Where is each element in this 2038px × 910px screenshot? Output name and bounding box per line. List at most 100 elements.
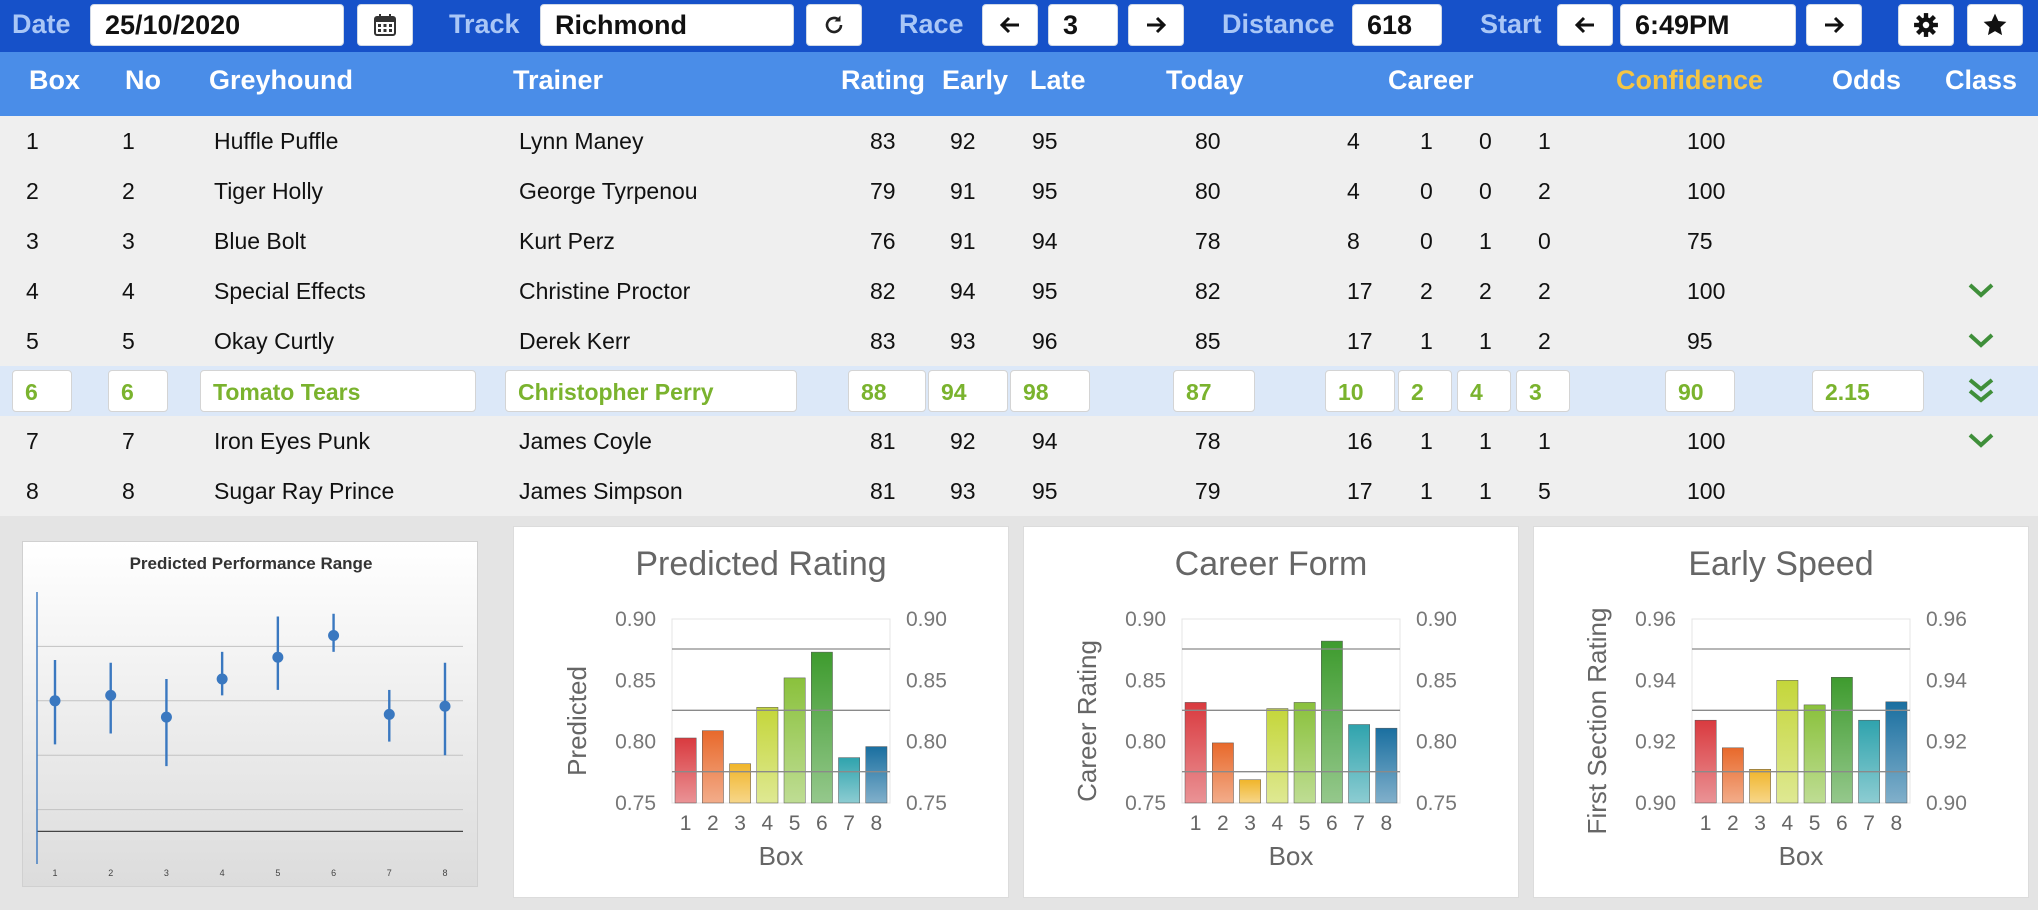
- cell-c1: 4: [1347, 128, 1360, 154]
- runners-table: 1 1 Huffle Puffle Lynn Maney 83 92 95 80 4 1 0 1 100…: [0, 116, 2038, 516]
- cell-no: 7: [122, 428, 135, 454]
- cell-c1: 16: [1347, 428, 1373, 454]
- start-prev-button[interactable]: [1557, 4, 1613, 46]
- bar-3: [1749, 769, 1771, 804]
- x-tick-label: 4: [1782, 812, 1794, 835]
- cell-c2: 0: [1420, 228, 1433, 254]
- cell-c1: 4: [1347, 178, 1360, 204]
- table-row[interactable]: 6 6 Tomato Tears Christopher Perry 88 94 98 87 1…: [0, 366, 2038, 416]
- cell-c4: 2: [1538, 178, 1551, 204]
- y-tick-label-right: 0.85: [906, 669, 947, 692]
- chevron-down-icon: [1968, 333, 1994, 348]
- table-row[interactable]: 7 7 Iron Eyes Punk James Coyle 81 92 94 78 16 1 1 1…: [0, 416, 2038, 466]
- header-no[interactable]: No: [125, 65, 161, 95]
- start-next-button[interactable]: [1806, 4, 1862, 46]
- track-input[interactable]: Richmond: [540, 4, 794, 46]
- cell-c1: 17: [1347, 478, 1373, 504]
- cell-today: 78: [1195, 428, 1221, 454]
- cell-box[interactable]: 6: [12, 370, 72, 412]
- x-tick-label: 5: [789, 812, 801, 835]
- cell-late: 95: [1032, 278, 1058, 304]
- y-tick-label-right: 0.75: [1416, 792, 1457, 815]
- bar-6: [1321, 640, 1343, 804]
- race-prev-button[interactable]: [982, 4, 1038, 46]
- x-tick-label: 5: [1809, 812, 1821, 835]
- header-box[interactable]: Box: [29, 65, 81, 95]
- bar-7: [1858, 719, 1880, 804]
- header-rating[interactable]: Rating: [841, 65, 925, 95]
- cell-c1[interactable]: 10: [1325, 370, 1395, 412]
- x-tick-label: 8: [1891, 812, 1903, 835]
- header-greyhound[interactable]: Greyhound: [209, 65, 354, 95]
- favorite-button[interactable]: [1967, 4, 2023, 46]
- cell-greyhound: Okay Curtly: [214, 328, 335, 354]
- header-career[interactable]: Career: [1388, 65, 1474, 95]
- header-class[interactable]: Class: [1945, 65, 2018, 95]
- cell-confidence[interactable]: 90: [1665, 370, 1735, 412]
- header-odds[interactable]: Odds: [1832, 65, 1902, 95]
- distance-input[interactable]: 618: [1352, 4, 1442, 46]
- cell-greyhound[interactable]: Tomato Tears: [200, 370, 476, 412]
- table-row[interactable]: 4 4 Special Effects Christine Proctor 82 94 95…: [0, 266, 2038, 316]
- header-late[interactable]: Late: [1030, 65, 1086, 95]
- cell-rating: 83: [870, 328, 896, 354]
- cell-box: 5: [26, 328, 39, 354]
- start-time-input[interactable]: 6:49PM: [1620, 4, 1796, 46]
- cell-odds[interactable]: 2.15: [1812, 370, 1924, 412]
- cell-late[interactable]: 98: [1010, 370, 1090, 412]
- x-tick-label: 2: [707, 812, 719, 835]
- plot-area: [1181, 618, 1401, 804]
- cell-c3[interactable]: 4: [1457, 370, 1511, 412]
- header-today[interactable]: Today: [1166, 65, 1244, 95]
- cell-c2[interactable]: 2: [1398, 370, 1452, 412]
- arrow-left-icon: [1574, 16, 1594, 34]
- cell-confidence: 95: [1687, 328, 1713, 354]
- refresh-button[interactable]: [806, 4, 862, 46]
- y-tick-label-right: 0.90: [1926, 792, 1967, 815]
- date-input[interactable]: 25/10/2020: [90, 4, 344, 46]
- cell-confidence: 75: [1687, 228, 1713, 254]
- header-early[interactable]: Early: [942, 65, 1009, 95]
- table-row[interactable]: 1 1 Huffle Puffle Lynn Maney 83 92 95 80 4 1 0 1 100: [0, 116, 2038, 166]
- cell-box: 8: [26, 478, 39, 504]
- x-tick-label: 3: [1244, 812, 1256, 835]
- settings-button[interactable]: [1898, 4, 1954, 46]
- y-tick-label-left: 0.94: [1635, 669, 1676, 692]
- calendar-button[interactable]: [357, 4, 413, 46]
- cell-early[interactable]: 94: [928, 370, 1008, 412]
- cell-trainer: Kurt Perz: [519, 228, 615, 254]
- x-tick-label: 6: [1836, 812, 1848, 835]
- cell-early: 91: [950, 178, 976, 204]
- cell-c3: 1: [1479, 478, 1492, 504]
- performance-range-plot: 1 2 3 4 5 6 7 8: [36, 592, 463, 878]
- race-input[interactable]: 3: [1048, 4, 1118, 46]
- cell-no[interactable]: 6: [108, 370, 168, 412]
- header-trainer[interactable]: Trainer: [513, 65, 604, 95]
- cell-trainer[interactable]: Christopher Perry: [505, 370, 797, 412]
- y-tick-label-right: 0.85: [1416, 669, 1457, 692]
- table-row[interactable]: 8 8 Sugar Ray Prince James Simpson 81 93 95 79 1…: [0, 466, 2038, 516]
- x-tick-label: 7: [843, 812, 855, 835]
- table-row[interactable]: 2 2 Tiger Holly George Tyrpenou 79 91 95 80 4 0 0 2…: [0, 166, 2038, 216]
- table-row[interactable]: 3 3 Blue Bolt Kurt Perz 76 91 94 78 8 0 1 0 75: [0, 216, 2038, 266]
- y-tick-label-right: 0.90: [906, 608, 947, 631]
- cell-rating[interactable]: 88: [848, 370, 926, 412]
- range-point-3: [160, 711, 172, 723]
- cell-trainer: George Tyrpenou: [519, 178, 698, 204]
- refresh-icon: [825, 15, 843, 34]
- cell-no: 5: [122, 328, 135, 354]
- cell-c4[interactable]: 3: [1516, 370, 1570, 412]
- cell-c4: 2: [1538, 278, 1551, 304]
- toolbar: Date 25/10/2020 Track Richmond Race 3 Di…: [0, 0, 2038, 52]
- y-tick-label-left: 0.96: [1635, 608, 1676, 631]
- date-label: Date: [12, 9, 71, 39]
- race-next-button[interactable]: [1128, 4, 1184, 46]
- cell-early: 91: [950, 228, 976, 254]
- header-confidence[interactable]: Confidence: [1616, 65, 1764, 95]
- y-tick-label-left: 0.90: [1635, 792, 1676, 815]
- table-row[interactable]: 5 5 Okay Curtly Derek Kerr 83 93 96 85 17 1 1 2 95: [0, 316, 2038, 366]
- bar-3: [1239, 779, 1261, 804]
- cell-no: 4: [122, 278, 135, 304]
- cell-today[interactable]: 87: [1173, 370, 1255, 412]
- chart-title: Early Speed: [1688, 545, 1874, 583]
